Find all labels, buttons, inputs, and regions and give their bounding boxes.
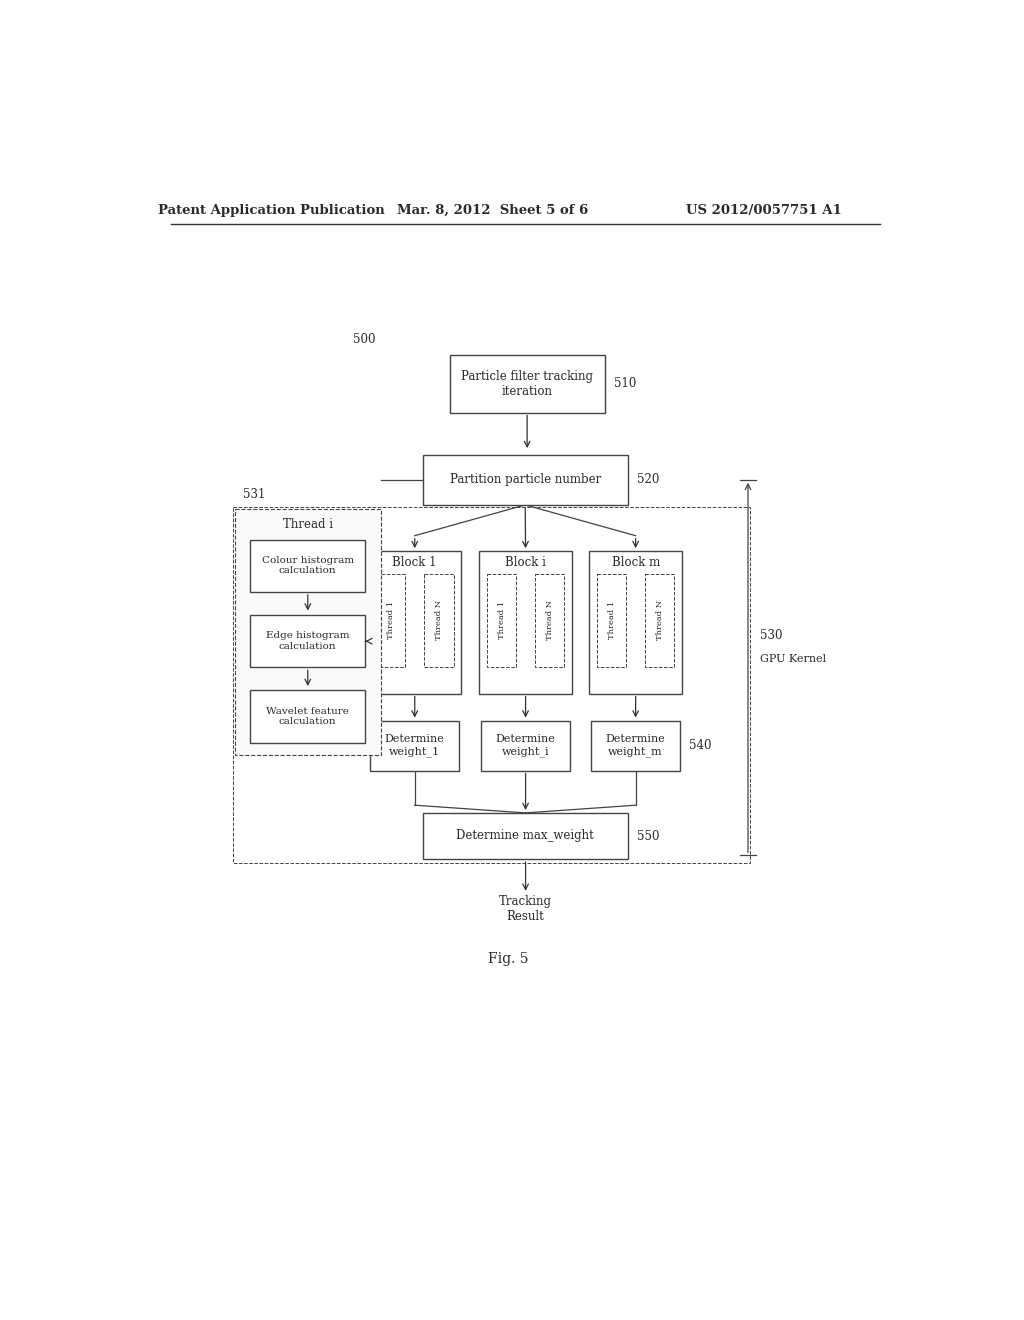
Text: Thread 1: Thread 1 [607,602,615,639]
Text: Thread i: Thread i [283,517,333,531]
Text: Block i: Block i [505,556,546,569]
Text: Block m: Block m [611,556,659,569]
Bar [535,574,564,667]
Text: Thread N: Thread N [546,601,554,640]
Text: Tracking
Result: Tracking Result [499,895,552,923]
Bar [376,574,406,667]
Text: 520: 520 [637,474,659,486]
Text: Edge histogram
calculation: Edge histogram calculation [266,631,349,651]
Text: 540: 540 [689,739,712,752]
Bar [589,552,682,693]
Bar [645,574,675,667]
Text: 500: 500 [352,333,375,346]
Text: Block 1: Block 1 [392,556,437,569]
Text: Thread N: Thread N [435,601,442,640]
Bar [234,508,381,755]
Text: Determine
weight_i: Determine weight_i [496,734,555,756]
Bar [450,355,604,412]
Text: Wavelet feature
calculation: Wavelet feature calculation [266,708,349,726]
Text: Partition particle number: Partition particle number [450,474,601,486]
Text: 531: 531 [243,488,265,502]
Bar [423,455,628,506]
Bar [597,574,627,667]
Text: Thread 1: Thread 1 [498,602,506,639]
Text: 530: 530 [760,630,782,643]
Text: Thread N: Thread N [655,601,664,640]
Text: Particle filter tracking
iteration: Particle filter tracking iteration [461,370,593,397]
Text: Patent Application Publication: Patent Application Publication [158,205,385,218]
Text: US 2012/0057751 A1: US 2012/0057751 A1 [686,205,842,218]
Text: Determine max_weight: Determine max_weight [457,829,594,842]
Text: Fig. 5: Fig. 5 [487,952,528,966]
Bar [369,552,461,693]
Bar [479,552,572,693]
Bar [481,721,570,771]
Bar [233,507,750,863]
Bar [423,813,628,859]
Bar [251,690,366,743]
Text: Determine
weight_1: Determine weight_1 [385,734,444,756]
Bar [424,574,454,667]
Bar [251,615,366,668]
Text: GPU Kernel: GPU Kernel [760,653,825,664]
Text: Colour histogram
calculation: Colour histogram calculation [262,556,354,576]
Bar [371,721,460,771]
Text: Mar. 8, 2012  Sheet 5 of 6: Mar. 8, 2012 Sheet 5 of 6 [396,205,588,218]
Text: Determine
weight_m: Determine weight_m [606,734,666,756]
Text: Thread 1: Thread 1 [387,602,394,639]
Text: 550: 550 [637,829,659,842]
Text: 510: 510 [614,378,636,391]
Bar [251,540,366,591]
Bar [486,574,516,667]
Bar [591,721,680,771]
